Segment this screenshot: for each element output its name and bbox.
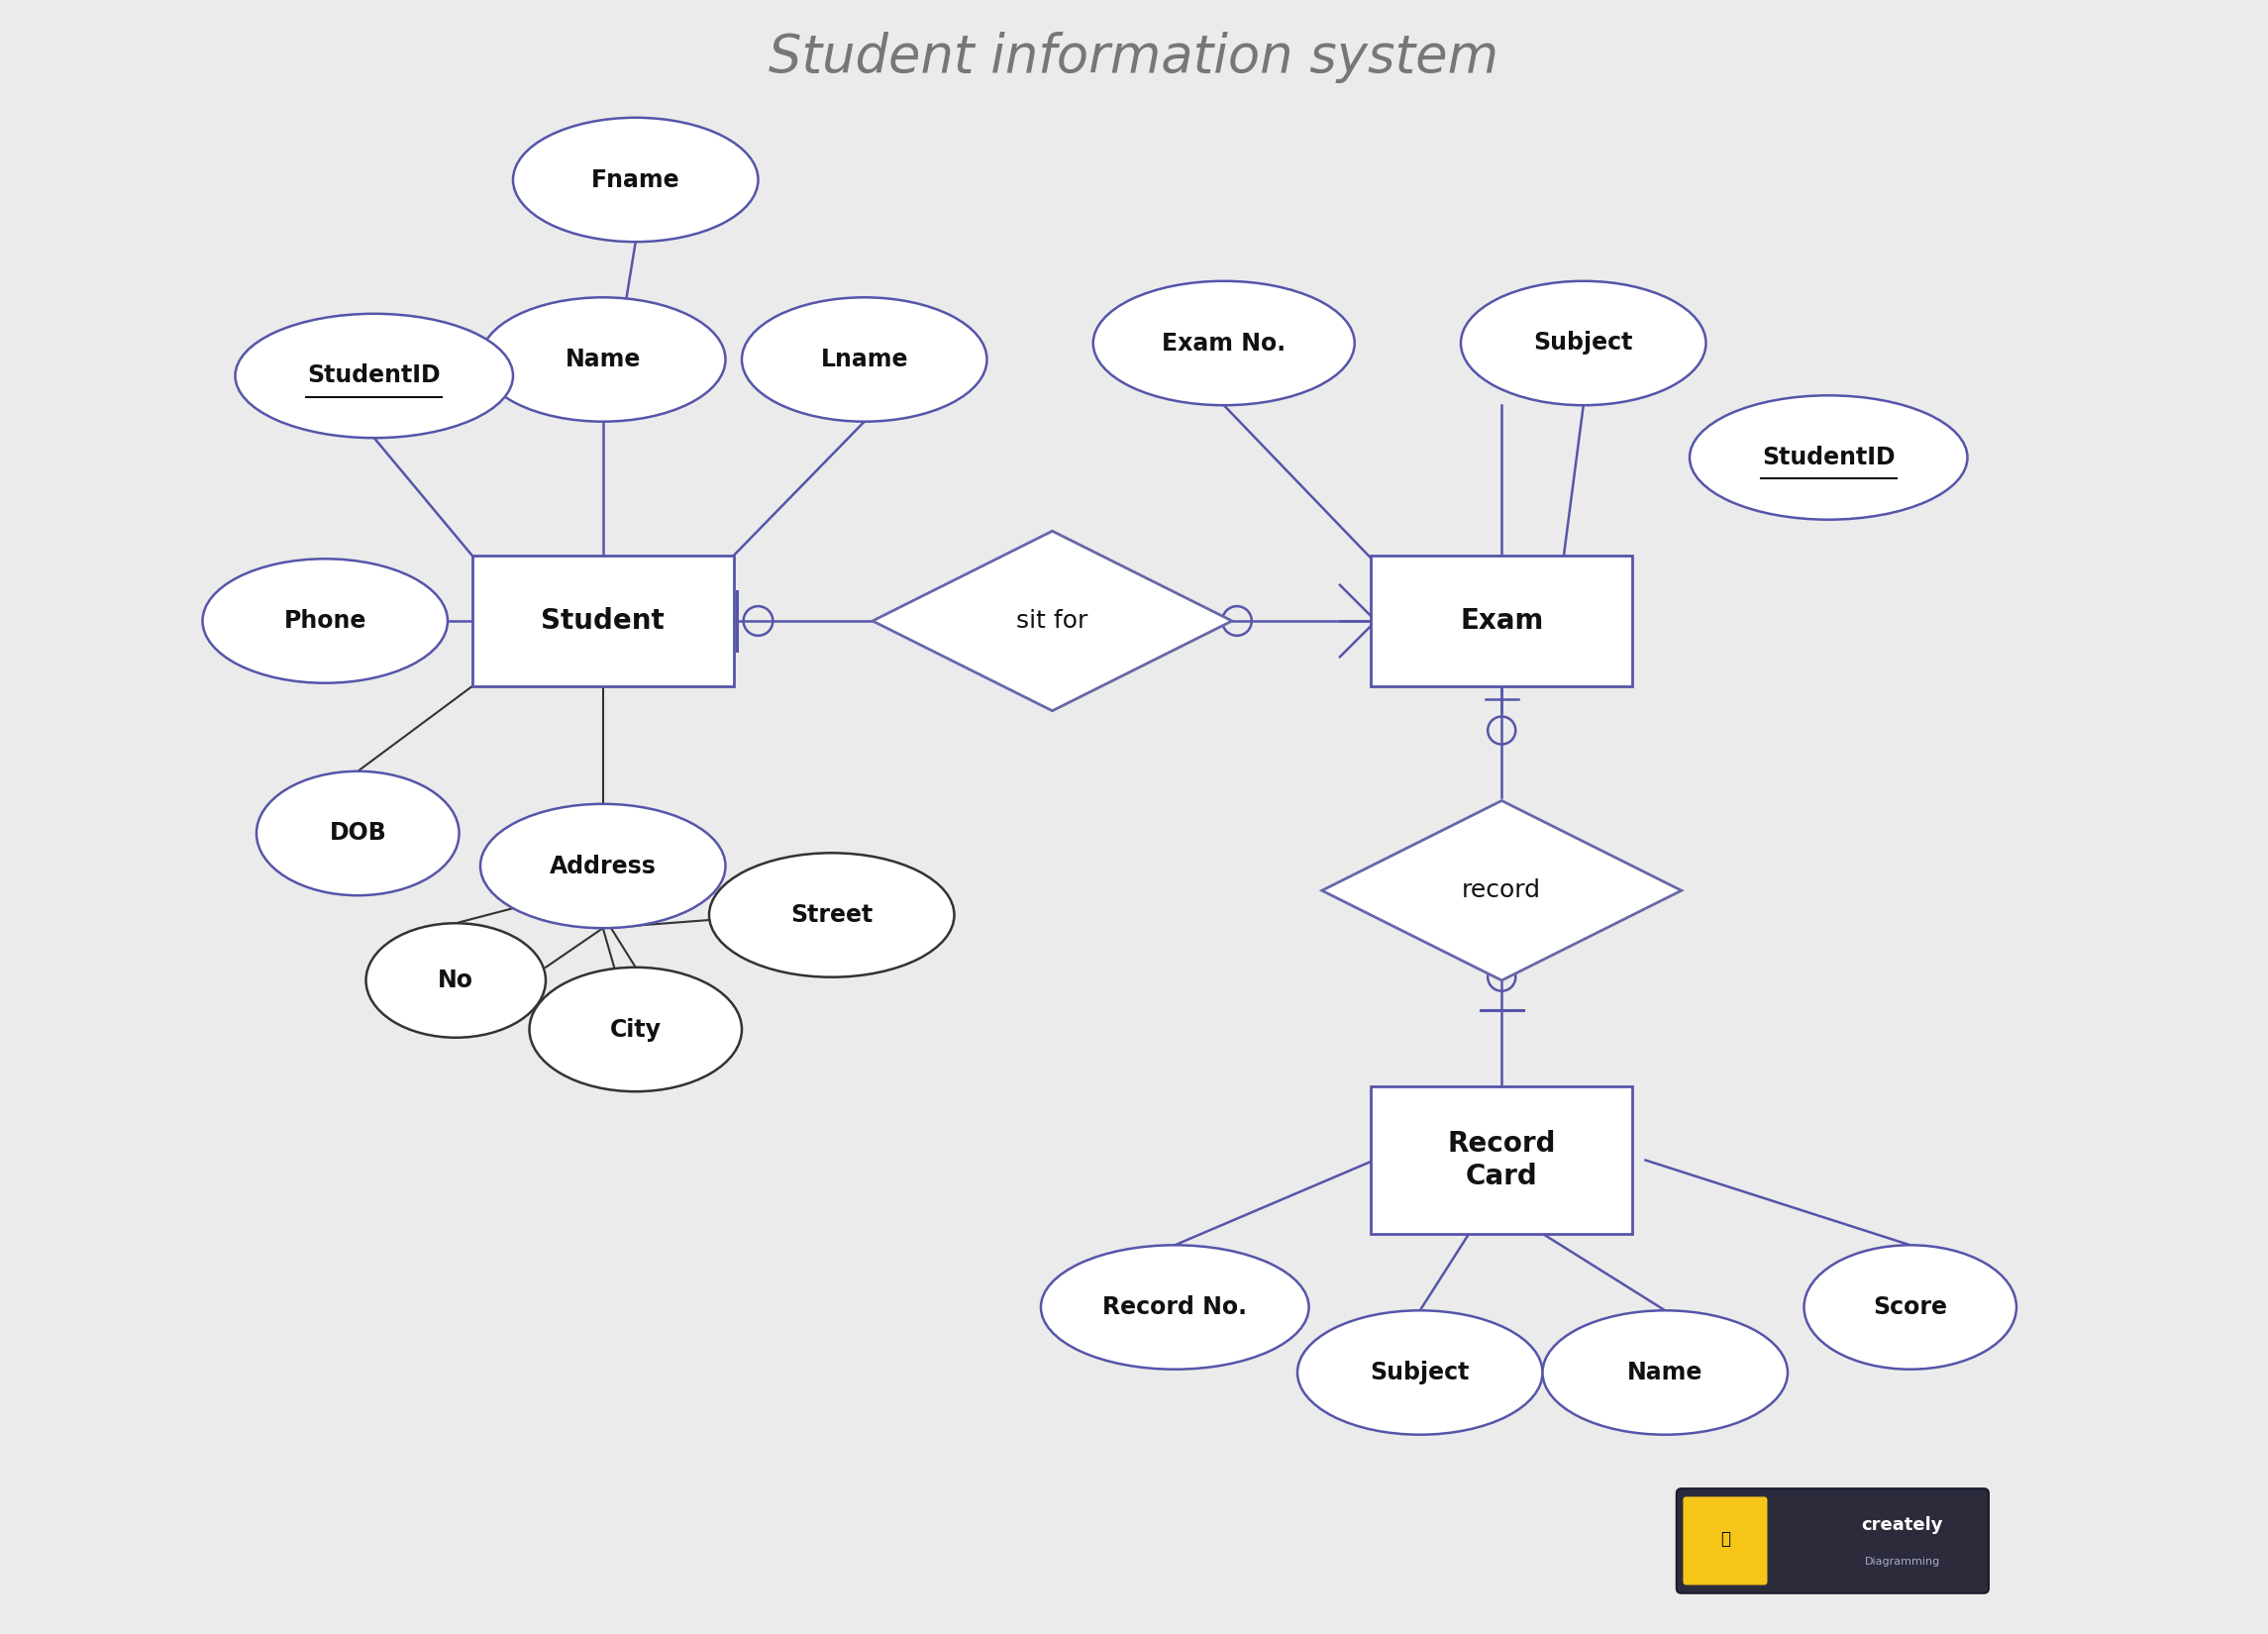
- Text: City: City: [610, 1018, 662, 1041]
- Text: Fname: Fname: [592, 168, 680, 191]
- Text: Phone: Phone: [284, 609, 367, 632]
- FancyBboxPatch shape: [1683, 1497, 1767, 1585]
- Ellipse shape: [1041, 1245, 1309, 1369]
- Ellipse shape: [481, 297, 726, 422]
- Ellipse shape: [202, 559, 447, 683]
- Text: Street: Street: [792, 904, 873, 926]
- Ellipse shape: [710, 853, 955, 977]
- Text: sit for: sit for: [1016, 609, 1089, 632]
- Text: creately: creately: [1862, 1516, 1944, 1534]
- Ellipse shape: [365, 923, 547, 1038]
- Ellipse shape: [1093, 281, 1354, 405]
- Polygon shape: [1322, 801, 1681, 980]
- FancyBboxPatch shape: [472, 556, 733, 686]
- Text: Record
Card: Record Card: [1447, 1131, 1556, 1190]
- Ellipse shape: [742, 297, 987, 422]
- Ellipse shape: [528, 967, 742, 1092]
- Text: 💡: 💡: [1719, 1529, 1730, 1547]
- Ellipse shape: [1297, 1310, 1542, 1435]
- Ellipse shape: [481, 804, 726, 928]
- Text: Record No.: Record No.: [1102, 1296, 1247, 1319]
- Text: record: record: [1463, 879, 1542, 902]
- Text: Subject: Subject: [1533, 332, 1633, 355]
- Text: StudentID: StudentID: [1762, 446, 1896, 469]
- FancyBboxPatch shape: [1370, 556, 1633, 686]
- Text: No: No: [438, 969, 474, 992]
- Ellipse shape: [513, 118, 758, 242]
- Ellipse shape: [236, 314, 513, 438]
- Text: Subject: Subject: [1370, 1361, 1470, 1384]
- Text: Diagramming: Diagramming: [1864, 1557, 1939, 1567]
- Text: Address: Address: [549, 855, 655, 877]
- Text: Exam: Exam: [1461, 608, 1545, 634]
- Ellipse shape: [1803, 1245, 2016, 1369]
- FancyBboxPatch shape: [1370, 1087, 1633, 1234]
- Text: Exam No.: Exam No.: [1161, 332, 1286, 355]
- Text: Student information system: Student information system: [769, 31, 1499, 83]
- Ellipse shape: [256, 771, 458, 895]
- Text: Lname: Lname: [821, 348, 907, 371]
- Text: Name: Name: [1626, 1361, 1703, 1384]
- Polygon shape: [873, 531, 1232, 711]
- Text: Name: Name: [565, 348, 642, 371]
- Text: DOB: DOB: [329, 822, 386, 845]
- Text: StudentID: StudentID: [308, 364, 440, 387]
- Ellipse shape: [1542, 1310, 1787, 1435]
- Text: Student: Student: [542, 608, 665, 634]
- Ellipse shape: [1461, 281, 1706, 405]
- Text: Score: Score: [1873, 1296, 1948, 1319]
- Ellipse shape: [1690, 395, 1966, 520]
- FancyBboxPatch shape: [1676, 1489, 1989, 1593]
